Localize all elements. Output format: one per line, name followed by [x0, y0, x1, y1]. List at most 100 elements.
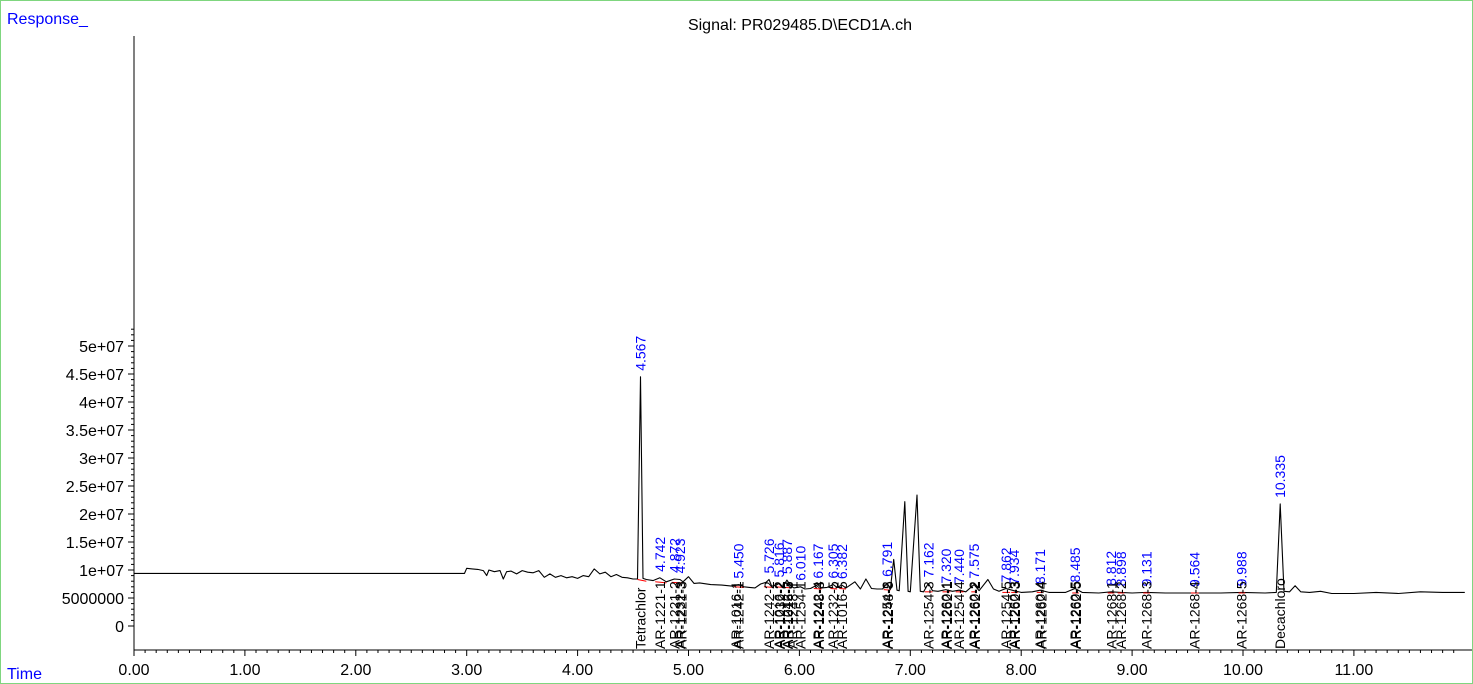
y-axis-title: Response_	[7, 11, 88, 28]
compound-label: Tetrachlor	[632, 587, 648, 649]
x-tick-label: 4.00	[562, 662, 593, 679]
integration-baseline	[733, 586, 744, 588]
compound-label: AR-1242-2	[761, 581, 777, 649]
peak-rt-label: 10.335	[1272, 455, 1288, 498]
y-tick-label: 4.5e+07	[66, 367, 124, 384]
compound-label: AR-1268-2	[1113, 581, 1129, 649]
trace-layer	[134, 376, 1465, 595]
integration-baseline	[813, 587, 822, 590]
peak-rt-label: 7.440	[951, 549, 967, 584]
compound-label: AR-1268-4	[1187, 581, 1203, 649]
y-tick-label: 5000000	[62, 591, 124, 608]
compound-label: AR-1260-2	[966, 581, 982, 649]
compound-label: AR-1016-3	[780, 581, 796, 649]
compound-label: Decachloro	[1272, 578, 1288, 649]
peak-rt-label: 5.726	[761, 538, 777, 573]
peak-rt-label: 6.382	[834, 544, 850, 579]
compound-label: AR-1248-3	[811, 581, 827, 649]
integration-baseline	[883, 589, 891, 591]
compound-label: AR-1016-2	[771, 581, 787, 649]
compound-label: AR-1242-4	[810, 581, 826, 649]
compound-label: AR-1260-4	[1032, 581, 1048, 649]
compound-label: AR-1262-4	[1033, 581, 1049, 649]
compound-label: AR-1221-2	[666, 581, 682, 649]
compound-label: AR-1242-1	[730, 581, 746, 649]
peak-rt-label: 7.862	[998, 547, 1014, 582]
chart-title: Signal: PR029485.D\ECD1A.ch	[687, 17, 913, 34]
integration-baseline	[671, 581, 683, 584]
x-tick-label: 1.00	[229, 662, 260, 679]
y-tick-label: 4e+07	[79, 395, 124, 412]
compound-label: AR-1221-1	[652, 581, 668, 649]
x-tick-label: 11.00	[1334, 662, 1373, 679]
peak-rt-label: 8.812	[1103, 551, 1119, 586]
peak-rt-label: 5.887	[779, 539, 795, 574]
y-tick-label: 1e+07	[79, 563, 124, 580]
peak-rt-label: 8.898	[1113, 551, 1129, 586]
compound-label: AR-1016-5	[834, 581, 850, 649]
compound-label: AR-1268-1	[1103, 581, 1119, 649]
signal-trace	[134, 376, 1465, 595]
compound-label: AR-1248-5	[880, 581, 896, 649]
compound-label: AR-1260-1	[938, 581, 954, 649]
integration-baseline	[839, 587, 847, 590]
y-tick-label: 2.5e+07	[66, 479, 124, 496]
compound-label: AR-1260-5	[1067, 581, 1083, 649]
peak-rt-label: 9.988	[1234, 551, 1250, 586]
y-tick-label: 3.5e+07	[66, 423, 124, 440]
x-axis-title: Time	[7, 666, 42, 683]
peak-rt-label: 7.934	[1006, 549, 1022, 584]
peak-rt-label: 6.010	[793, 546, 809, 581]
baseline-layer	[637, 579, 1246, 594]
compound-label: AR-1268-5	[1234, 581, 1250, 649]
compound-label: AR-1232-2	[772, 581, 788, 649]
integration-baseline	[637, 579, 647, 582]
integration-baseline	[763, 586, 773, 588]
peak-rt-label: 8.171	[1032, 549, 1048, 584]
peak-rt-label: 7.320	[938, 548, 954, 583]
compound-label: AR-1254-4	[951, 581, 967, 649]
compound-label: AR-1248-1	[785, 581, 801, 649]
peak-rt-label: 4.567	[632, 336, 648, 371]
integration-baseline	[830, 587, 838, 590]
y-tick-label: 2e+07	[79, 507, 124, 524]
y-tick-label: 3e+07	[79, 451, 124, 468]
peak-rt-label: 5.450	[730, 543, 746, 578]
x-tick-label: 7.00	[895, 662, 926, 679]
x-tick-label: 3.00	[451, 662, 482, 679]
compound-label: AR-1016-1	[728, 581, 744, 649]
compound-label: AR-1254-3	[920, 581, 936, 649]
x-tick-label: 6.00	[784, 662, 815, 679]
compound-label: AR-1268-3	[1139, 581, 1155, 649]
y-tick-label: 5e+07	[79, 339, 124, 356]
compound-label: AR-1221-3	[673, 581, 689, 649]
y-tick-label: 1.5e+07	[66, 535, 124, 552]
x-tick-label: 5.00	[673, 662, 704, 679]
peak-rt-label: 4.923	[672, 538, 688, 573]
integration-baseline	[655, 581, 667, 584]
peak-rt-label: 7.162	[920, 542, 936, 577]
compound-label: AR-1262-3	[1007, 581, 1023, 649]
peak-rt-label: 6.305	[825, 543, 841, 578]
compound-label: AR-1254-2	[879, 581, 895, 649]
integration-baseline	[783, 586, 792, 589]
peak-rt-label: 9.131	[1139, 551, 1155, 586]
compound-label: AR-1254-1	[793, 581, 809, 649]
compound-label: AR-1232-3	[672, 581, 688, 649]
peak-rt-label: 5.816	[771, 542, 787, 577]
integration-baseline	[774, 586, 783, 588]
compound-label: AR-1232-5	[825, 581, 841, 649]
peak-rt-label: 4.742	[652, 537, 668, 572]
compound-label: AR-1254-5	[998, 581, 1014, 649]
x-tick-label: 2.00	[340, 662, 371, 679]
peak-rt-label: 6.791	[879, 542, 895, 577]
x-tick-label: 8.00	[1006, 662, 1037, 679]
compound-label: AR-1262-1	[939, 581, 955, 649]
axes: 0 5000000 1e+07 1.5e+07 2e+07 2.5e+07 3e+07 3.5…	[62, 36, 1472, 679]
peak-rt-label: 4.872	[666, 538, 682, 573]
y-tick-label: 0	[115, 619, 124, 636]
